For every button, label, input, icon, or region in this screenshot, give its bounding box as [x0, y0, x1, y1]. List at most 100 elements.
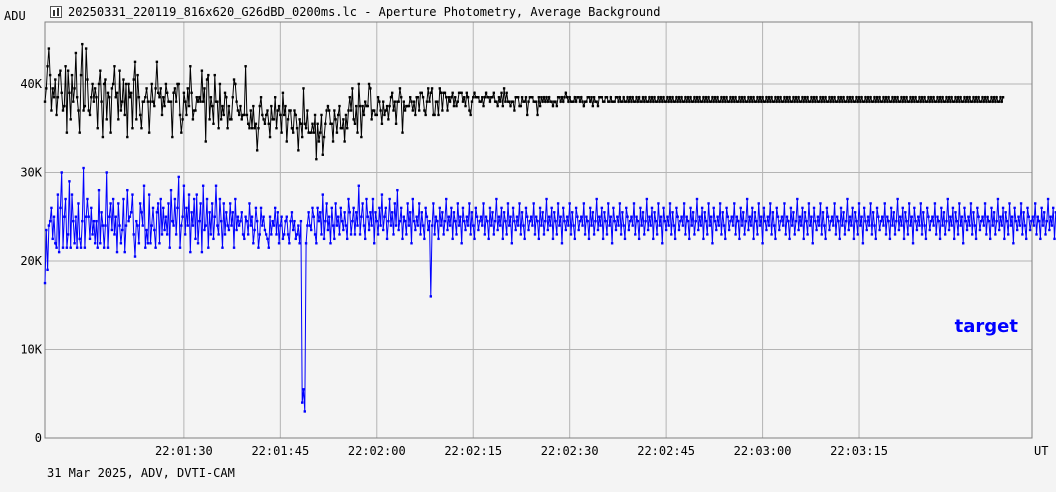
data-point — [361, 104, 364, 108]
data-point — [365, 197, 368, 201]
data-point — [344, 113, 348, 117]
data-point — [973, 224, 976, 227]
data-point — [300, 135, 304, 139]
data-point — [999, 215, 1002, 218]
data-point — [165, 91, 169, 95]
data-point — [105, 171, 108, 174]
data-point — [59, 206, 62, 210]
data-point — [925, 100, 929, 103]
data-point — [653, 211, 656, 214]
data-point — [337, 215, 340, 218]
data-point — [697, 228, 700, 232]
data-point — [613, 219, 616, 223]
data-point — [870, 100, 874, 103]
data-point — [385, 237, 389, 241]
data-point — [108, 96, 111, 99]
data-point — [190, 211, 193, 214]
data-point — [689, 96, 692, 99]
data-point — [271, 118, 274, 121]
data-point — [778, 228, 781, 232]
data-point — [190, 91, 193, 95]
data-point — [219, 118, 223, 121]
data-point — [45, 87, 48, 90]
data-point — [969, 100, 973, 103]
data-point — [846, 197, 849, 201]
data-point — [222, 202, 225, 205]
data-point — [628, 96, 632, 99]
data-point — [520, 211, 524, 214]
data-point — [481, 224, 484, 227]
data-point — [524, 206, 528, 210]
data-point — [1035, 233, 1038, 236]
data-point — [198, 96, 201, 99]
data-point — [715, 100, 718, 103]
data-point — [397, 228, 400, 232]
data-point — [608, 100, 611, 103]
data-point — [324, 219, 327, 223]
data-point — [947, 228, 951, 232]
data-point — [868, 224, 871, 227]
data-point — [958, 202, 961, 205]
data-point — [240, 211, 243, 214]
data-point — [423, 237, 426, 241]
data-point — [136, 73, 139, 77]
data-point — [752, 237, 755, 241]
data-point — [826, 215, 830, 218]
data-point — [227, 104, 231, 108]
data-point — [875, 206, 879, 210]
data-point — [725, 96, 728, 99]
data-point — [545, 96, 548, 99]
data-point — [321, 193, 324, 196]
data-point — [630, 215, 633, 218]
data-point — [888, 100, 892, 103]
data-point — [331, 224, 335, 227]
data-point — [376, 96, 380, 99]
data-point — [57, 73, 61, 77]
plot-frame — [44, 21, 1033, 439]
data-point — [484, 91, 488, 95]
data-point — [149, 100, 152, 103]
data-point — [848, 215, 852, 218]
data-point — [785, 96, 789, 99]
data-point — [371, 109, 375, 112]
data-point — [169, 100, 173, 103]
data-point — [609, 215, 613, 218]
data-point — [645, 197, 649, 201]
data-point — [1026, 206, 1029, 210]
data-point — [187, 104, 191, 108]
data-point — [788, 96, 791, 99]
data-point — [264, 113, 268, 117]
data-point — [995, 219, 998, 223]
data-point — [526, 113, 529, 117]
data-point — [559, 100, 562, 103]
data-point — [61, 246, 65, 249]
data-point — [122, 197, 125, 201]
data-point — [348, 96, 351, 99]
data-point — [787, 100, 790, 103]
data-point — [450, 206, 453, 210]
data-point — [727, 228, 731, 232]
data-point — [1036, 215, 1039, 218]
data-point — [882, 224, 885, 227]
data-point — [415, 215, 418, 218]
data-point — [192, 109, 196, 112]
data-point — [348, 211, 351, 214]
data-point — [92, 219, 96, 223]
data-point — [659, 96, 663, 99]
data-point — [393, 202, 396, 205]
data-point — [425, 215, 429, 218]
data-point — [474, 96, 478, 99]
data-point — [77, 202, 80, 205]
data-point — [823, 100, 826, 103]
data-point — [304, 127, 308, 130]
data-point — [109, 131, 112, 134]
data-point — [96, 127, 99, 130]
data-point — [371, 197, 375, 201]
data-point — [709, 100, 713, 103]
data-point — [941, 96, 944, 99]
data-point — [835, 215, 839, 218]
data-point — [851, 96, 854, 99]
data-point — [752, 96, 755, 99]
data-point — [793, 233, 796, 236]
data-point — [420, 91, 423, 95]
